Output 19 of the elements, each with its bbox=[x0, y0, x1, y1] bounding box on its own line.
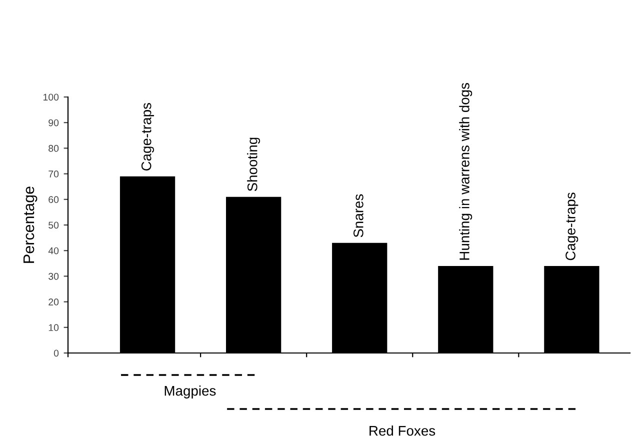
y-tick-label: 10 bbox=[48, 324, 59, 332]
y-axis-title: Percentage bbox=[24, 186, 38, 263]
x-tick-label: Shooting bbox=[247, 138, 260, 192]
y-tick-label: 40 bbox=[48, 247, 59, 254]
y-tick-label: 90 bbox=[48, 119, 59, 126]
y-tick-label: 80 bbox=[48, 144, 59, 152]
x-tick-label: Snares bbox=[353, 194, 364, 238]
y-tick-label: 60 bbox=[48, 196, 59, 204]
y-tick-label: 0 bbox=[54, 350, 59, 357]
x-tick-label: Hunting in warrens with dogs bbox=[459, 83, 472, 260]
y-tick-label: 70 bbox=[48, 170, 59, 178]
y-tick-label: 100 bbox=[43, 94, 59, 101]
x-tick-label: Cage-traps bbox=[141, 103, 154, 171]
y-tick-label: 30 bbox=[48, 272, 59, 280]
text: Magpies bbox=[164, 386, 216, 398]
text: Red Foxes bbox=[370, 426, 436, 436]
x-tick-label: Cage-traps bbox=[566, 192, 578, 260]
y-tick-label: 20 bbox=[48, 298, 59, 306]
y-tick-label: 50 bbox=[48, 222, 59, 229]
